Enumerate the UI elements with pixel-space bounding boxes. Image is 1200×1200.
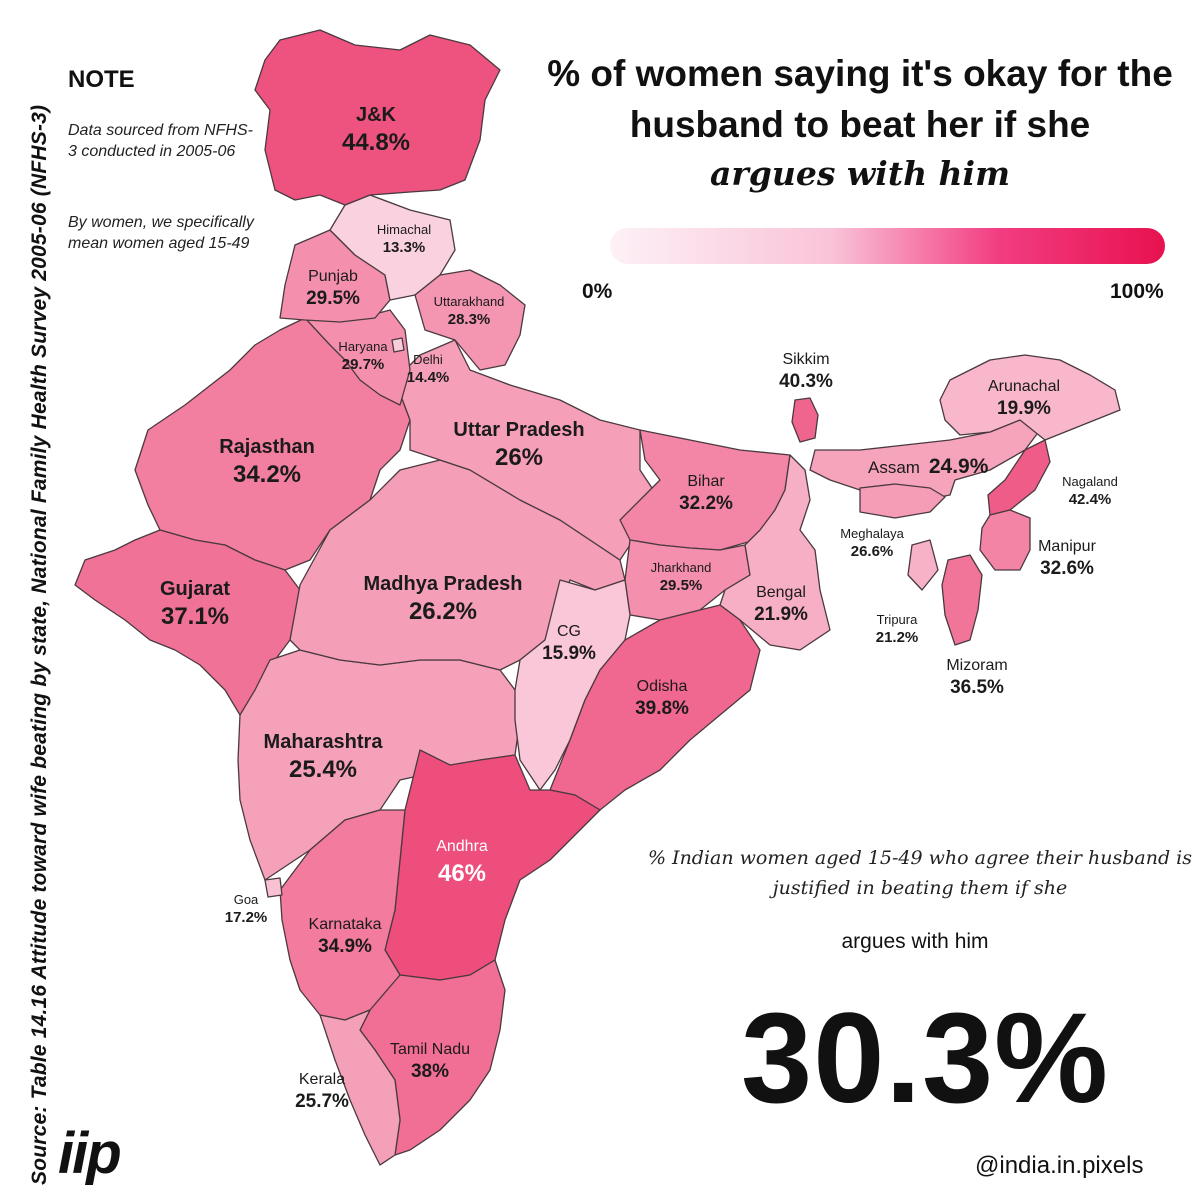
state-uttarakhand <box>414 269 526 371</box>
label-manipur: Manipur 32.6% <box>1038 538 1096 579</box>
label-odisha: Odisha 39.8% <box>635 678 689 719</box>
label-sikkim: Sikkim 40.3% <box>779 351 833 392</box>
state-assam <box>809 419 1041 506</box>
state-goa <box>264 877 283 898</box>
label-punjab: Punjab 29.5% <box>306 268 360 309</box>
label-jk: J&K 44.8% <box>341 104 411 156</box>
source-citation: Source: Table 14.16 Attitude toward wife… <box>28 104 51 1185</box>
state-arunachal <box>939 354 1121 441</box>
brand-handle: @india.in.pixels <box>975 1152 1144 1179</box>
label-mizoram: Mizoram 36.5% <box>946 657 1008 698</box>
state-jk <box>254 29 501 206</box>
brand-logo: iip <box>58 1121 122 1186</box>
state-mp <box>289 459 626 671</box>
label-tripura: Tripura 21.2% <box>875 612 919 646</box>
state-sikkim <box>791 397 819 443</box>
legend-gradient-bar <box>610 228 1165 264</box>
label-karnataka: Karnataka 34.9% <box>308 916 382 957</box>
label-maharashtra: Maharashtra 25.4% <box>263 731 383 783</box>
label-uttarakhand: Uttarakhand 28.3% <box>433 294 505 328</box>
label-up: Uttar Pradesh 26% <box>453 419 585 471</box>
state-meghalaya <box>859 483 946 519</box>
summary-subject: argues with him <box>841 930 989 953</box>
label-cg: CG 15.9% <box>542 623 596 664</box>
state-manipur <box>979 509 1031 571</box>
label-gujarat: Gujarat 37.1% <box>159 578 231 630</box>
label-andhra: Andhra 46% <box>436 838 488 887</box>
label-mp: Madhya Pradesh 26.2% <box>363 573 523 625</box>
summary-description: % Indian women aged 15-49 who agree thei… <box>647 847 1193 899</box>
state-odisha <box>549 604 761 811</box>
label-bengal: Bengal 21.9% <box>754 584 808 625</box>
legend-max-label: 100% <box>1110 280 1164 303</box>
note-heading: NOTE <box>68 66 135 93</box>
chart-title: % of women saying it's okay for the husb… <box>547 53 1173 145</box>
label-kerala: Kerala 25.7% <box>295 1071 349 1112</box>
label-haryana: Haryana 29.7% <box>338 339 388 373</box>
state-bengal <box>719 454 831 651</box>
label-tamilnadu: Tamil Nadu 38% <box>389 1041 471 1082</box>
legend-min-label: 0% <box>582 280 613 303</box>
label-bihar: Bihar 32.2% <box>679 473 733 514</box>
label-delhi: Delhi 14.4% <box>406 352 450 386</box>
state-delhi <box>391 337 405 353</box>
state-gujarat <box>74 529 301 716</box>
label-goa: Goa 17.2% <box>224 892 268 926</box>
state-tripura <box>907 539 939 591</box>
label-rajasthan: Rajasthan 34.2% <box>219 436 315 488</box>
chart-title-emphasis: argues with him <box>709 154 1010 193</box>
note-data-source: Data sourced from NFHS-3 conducted in 20… <box>68 122 253 160</box>
label-meghalaya: Meghalaya 26.6% <box>840 526 904 560</box>
label-nagaland: Nagaland 42.4% <box>1062 474 1118 508</box>
state-cg <box>514 579 631 791</box>
label-himachal: Himachal 13.3% <box>376 222 432 256</box>
national-average-value: 30.3% <box>741 987 1109 1130</box>
note-women-definition: By women, we specifically mean women age… <box>68 214 254 252</box>
state-mizoram <box>941 554 983 646</box>
label-assam: Assam 24.9% <box>868 455 989 478</box>
label-jharkhand: Jharkhand 29.5% <box>650 560 712 594</box>
label-arunachal: Arunachal 19.9% <box>987 378 1061 419</box>
state-kerala <box>319 1009 401 1166</box>
